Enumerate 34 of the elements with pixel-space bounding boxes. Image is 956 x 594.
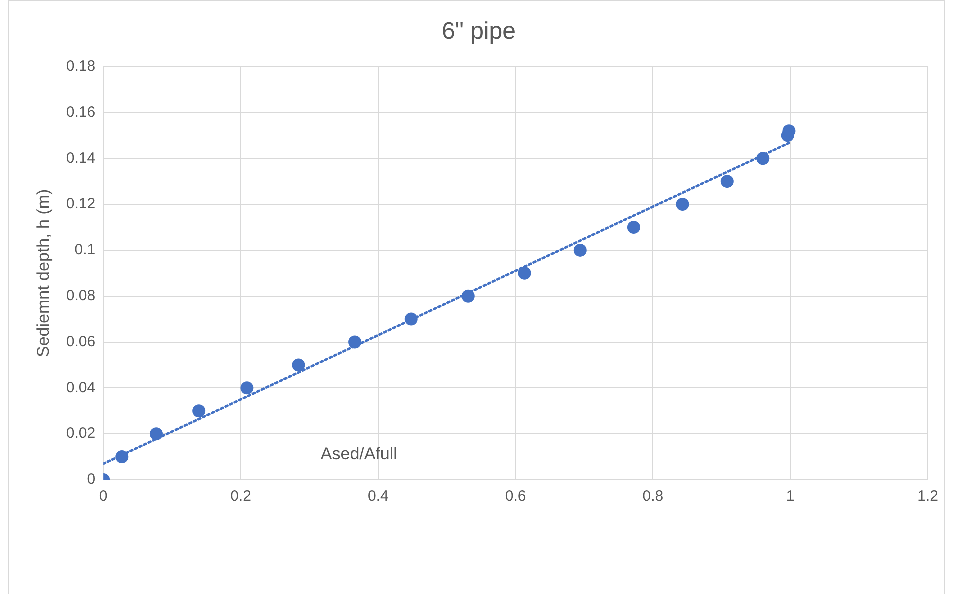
point: [348, 336, 362, 349]
y-tick-label: 0.06: [66, 333, 96, 350]
point: [627, 220, 640, 234]
point: [292, 358, 306, 372]
y-tick-label: 0: [87, 471, 96, 488]
y-tick-label: 0.12: [66, 196, 96, 213]
y-tick-label: 0.08: [66, 287, 96, 304]
point: [240, 382, 254, 395]
y-tick-label: 0.02: [66, 425, 96, 442]
point: [756, 152, 770, 166]
y-axis-title: Sediemnt depth, h (m): [34, 189, 53, 358]
x-tick-label: 0: [99, 488, 108, 506]
y-tick-label: 0.1: [74, 242, 96, 259]
x-axis-title: Ased/Afull: [320, 444, 398, 464]
x-tick-label: 0.6: [505, 488, 526, 506]
y-tick-label: 0.04: [66, 379, 96, 396]
y-tick-label: 0.16: [66, 104, 96, 121]
y-tick-label: 0.14: [66, 150, 96, 167]
y-tick-label: 0.18: [66, 58, 96, 75]
point: [150, 428, 163, 441]
point: [192, 404, 206, 418]
chart-title: 6" pipe: [442, 18, 516, 46]
x-tick-label: 0.2: [230, 488, 252, 506]
x-tick-label: 1.2: [918, 488, 938, 506]
point: [404, 312, 418, 326]
point: [462, 290, 475, 303]
point: [116, 450, 129, 464]
x-tick-label: 1: [786, 488, 795, 506]
point: [518, 266, 532, 280]
point: [574, 244, 587, 257]
x-tick-label: 0.8: [642, 488, 664, 506]
x-tick-label: 0.4: [368, 488, 389, 506]
point: [676, 198, 690, 212]
point: [720, 175, 734, 188]
